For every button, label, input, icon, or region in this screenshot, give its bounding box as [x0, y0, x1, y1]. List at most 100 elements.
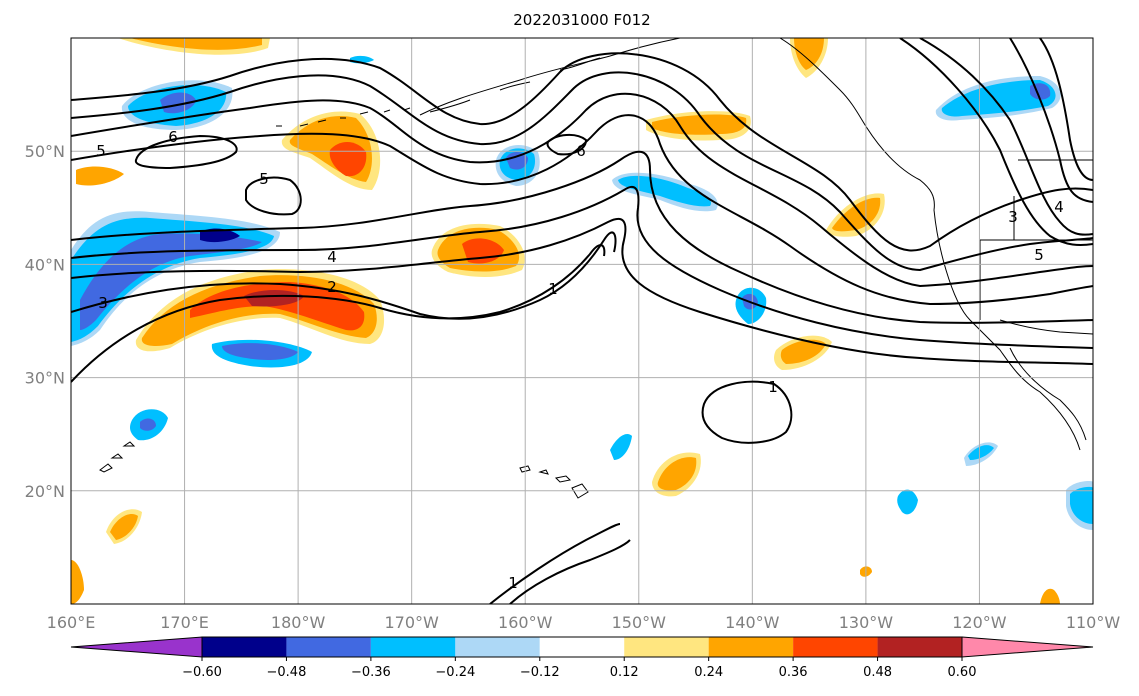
anomaly-negative-small: [140, 418, 156, 431]
latitude-tick-labels: 50°N 40°N 30°N 20°N: [25, 142, 65, 501]
plot-area: 5 6 5 6 4 3 2 1 1 1 3 4 5: [71, 38, 1093, 604]
hawaii-islands: [519, 465, 589, 499]
contour-line: [134, 134, 238, 170]
colorbar-frame: [201, 636, 963, 658]
colorbar-extend-high: [961, 636, 1094, 658]
colorbar-extend-low: [70, 636, 203, 658]
lon-tick-label: 170°W: [384, 613, 439, 632]
anomaly-positive-nw: [130, 38, 262, 50]
lat-tick-label: 20°N: [25, 482, 65, 501]
lon-tick-label: 140°W: [725, 613, 780, 632]
contour-line: [1009, 38, 1093, 203]
colorbar-tick-label: 0.24: [694, 665, 723, 680]
alaska-panhandle-coastline: [779, 38, 935, 211]
contour-line: [489, 523, 621, 604]
colorbar-tick-label: −0.36: [351, 665, 391, 680]
colorbar-segment: [877, 637, 962, 657]
anomaly-negative-west: [80, 233, 262, 330]
lon-tick-label: 110°W: [1066, 613, 1121, 632]
colorbar-tick-label: −0.60: [182, 665, 222, 680]
colorbar-tick-label: 0.48: [863, 665, 892, 680]
anomaly-positive-small: [780, 339, 826, 364]
west-coast-coastline: [933, 209, 1081, 451]
lon-tick-label: 130°W: [839, 613, 894, 632]
contour-line: [71, 92, 1093, 288]
colorbar-tick-label: 0.60: [948, 665, 977, 680]
contour-line: [899, 38, 1093, 246]
contour-label: 1: [768, 378, 778, 396]
anomaly-negative-south: [222, 343, 298, 360]
anomaly-fields: [71, 38, 1093, 604]
anomaly-negative-ne: [618, 175, 712, 207]
anomaly-positive-alaska: [794, 38, 824, 70]
lon-tick-label: 120°W: [952, 613, 1007, 632]
contour-line: [71, 71, 1093, 272]
anomaly-positive-small: [657, 457, 697, 491]
plot-frame: [70, 37, 1094, 605]
anomaly-positive-edge: [1040, 588, 1060, 604]
gridlines: [71, 38, 1093, 604]
contour-line: [71, 114, 1093, 306]
contour-label: 6: [168, 128, 178, 146]
anomaly-negative-small: [1070, 486, 1093, 524]
anomaly-positive-central: [190, 282, 365, 331]
contour-label: 1: [548, 280, 558, 298]
lat-tick-label: 50°N: [25, 142, 65, 161]
contour-label: 3: [1008, 208, 1018, 226]
colorbar-segment: [286, 637, 371, 657]
colorbar-segment: [455, 637, 540, 657]
contour-label: 6: [576, 142, 586, 160]
baja-coastline: [1009, 347, 1087, 441]
lon-tick-label: 170°E: [160, 613, 209, 632]
colorbar-segment: [370, 637, 456, 657]
alaska-coastline: [419, 38, 681, 116]
contour-labels: 5 6 5 6 4 3 2 1 1 1 3 4 5: [96, 128, 1064, 592]
anomaly-negative-small: [610, 433, 632, 460]
lon-tick-label: 160°E: [47, 613, 96, 632]
contour-line: [919, 38, 1093, 236]
colorbar-segment: [624, 637, 709, 657]
anomaly-positive-central: [244, 290, 304, 307]
colorbar-segment: [793, 637, 878, 657]
contour-label: 3: [98, 294, 108, 312]
colorbar: −0.60 −0.48 −0.36 −0.24 −0.12 0.12 0.24 0.36 0.4…: [70, 636, 1094, 680]
colorbar-tick-label: −0.24: [435, 665, 475, 680]
colorbar-tick-label: −0.12: [520, 665, 560, 680]
lon-tick-label: 160°W: [498, 613, 553, 632]
contour-line: [71, 244, 606, 383]
contour-line: [71, 217, 1093, 365]
contour-label: 4: [327, 248, 337, 266]
lat-tick-label: 30°N: [25, 369, 65, 388]
anomaly-negative-aleutian: [160, 92, 196, 114]
colorbar-tick-label: 0.12: [610, 665, 639, 680]
anomaly-negative-canada: [941, 80, 1056, 117]
contour-label: 2: [327, 278, 337, 296]
anomaly-negative-central: [506, 152, 528, 170]
contour-label: 5: [1034, 246, 1044, 264]
contour-line: [245, 176, 302, 216]
map-title: 2022031000 F012: [513, 11, 650, 29]
contour-line: [509, 539, 631, 604]
contour-line: [1039, 38, 1093, 181]
contour-line: [71, 52, 1093, 252]
contour-label: 5: [96, 142, 106, 160]
contour-line: [546, 134, 588, 156]
contour-line: [71, 231, 617, 320]
anomaly-positive-small: [76, 166, 124, 186]
colorbar-segment: [708, 637, 794, 657]
contour-line: [701, 380, 793, 444]
contour-label: 4: [1054, 198, 1064, 216]
anomaly-negative-west: [200, 228, 240, 243]
contour-line: [71, 185, 1093, 349]
anomaly-negative-small: [897, 489, 918, 515]
anomaly-positive-small: [110, 513, 138, 540]
contour-label: 5: [259, 170, 269, 188]
lon-tick-label: 180°W: [271, 613, 326, 632]
colorbar-segment: [539, 637, 625, 657]
anomaly-positive-edge: [71, 560, 84, 604]
contour-lines: [71, 38, 1093, 604]
colorbar-segment: [202, 637, 287, 657]
contour-label: 1: [508, 574, 518, 592]
anomaly-negative-small: [968, 445, 994, 460]
